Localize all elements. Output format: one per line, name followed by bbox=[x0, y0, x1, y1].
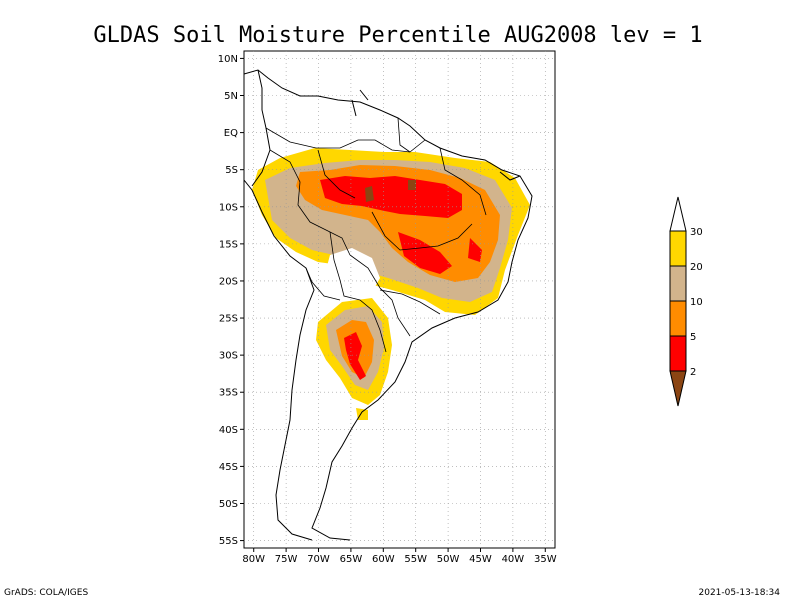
lon-tick-label: 75W bbox=[275, 554, 298, 565]
lat-tick-label: 35S bbox=[219, 388, 238, 399]
lat-tick-label: 25S bbox=[219, 314, 238, 325]
no-data-gap bbox=[326, 248, 380, 298]
legend-label-20: 20 bbox=[690, 262, 703, 273]
lon-tick-label: 70W bbox=[307, 554, 330, 565]
lat-tick-label: 5S bbox=[225, 165, 238, 176]
lon-tick-label: 50W bbox=[437, 554, 460, 565]
percentile-shading-south bbox=[316, 298, 392, 420]
lon-tick-label: 80W bbox=[242, 554, 265, 565]
percentile-shading-amazon bbox=[252, 148, 530, 315]
lat-tick-label: 45S bbox=[219, 462, 238, 473]
map-title: GLDAS Soil Moisture Percentile AUG2008 l… bbox=[93, 23, 702, 48]
footer-timestamp: 2021-05-13-18:34 bbox=[699, 588, 781, 598]
lat-tick-label: 15S bbox=[219, 239, 238, 250]
lon-tick-label: 45W bbox=[469, 554, 492, 565]
legend-label-5: 5 bbox=[690, 332, 696, 343]
lat-tick-label: 50S bbox=[219, 499, 238, 510]
lon-tick-label: 40W bbox=[502, 554, 525, 565]
lat-tick-label: 5N bbox=[224, 91, 238, 102]
legend-swatch-below-2 bbox=[669, 370, 687, 407]
legend-swatch-above-30 bbox=[669, 196, 687, 232]
legend-label-10: 10 bbox=[690, 297, 703, 308]
legend-label-2: 2 bbox=[690, 367, 696, 378]
lon-tick-label: 55W bbox=[404, 554, 427, 565]
legend-swatch-10-20 bbox=[669, 265, 687, 302]
legend-swatch-2-5 bbox=[669, 335, 687, 372]
lat-tick-label: 10S bbox=[219, 202, 238, 213]
lat-tick-label: 40S bbox=[219, 425, 238, 436]
map-frame bbox=[243, 50, 556, 549]
legend-colorbar: 30 20 10 5 2 bbox=[669, 196, 703, 407]
country-borders bbox=[265, 117, 487, 353]
lat-tick-label: 30S bbox=[219, 351, 238, 362]
legend-swatch-20-30 bbox=[669, 230, 687, 267]
legend-label-30: 30 bbox=[690, 227, 703, 238]
lat-tick-label: 55S bbox=[219, 536, 238, 547]
lat-tick-label: 20S bbox=[219, 276, 238, 287]
lat-tick-label: EQ bbox=[224, 128, 238, 139]
lon-tick-label: 60W bbox=[372, 554, 395, 565]
legend-swatch-5-10 bbox=[669, 300, 687, 337]
graticule bbox=[240, 51, 555, 552]
footer-credit: GrADS: COLA/IGES bbox=[4, 588, 88, 598]
lon-tick-label: 65W bbox=[340, 554, 363, 565]
lat-tick-label: 10N bbox=[218, 54, 238, 65]
lon-tick-label: 35W bbox=[534, 554, 557, 565]
